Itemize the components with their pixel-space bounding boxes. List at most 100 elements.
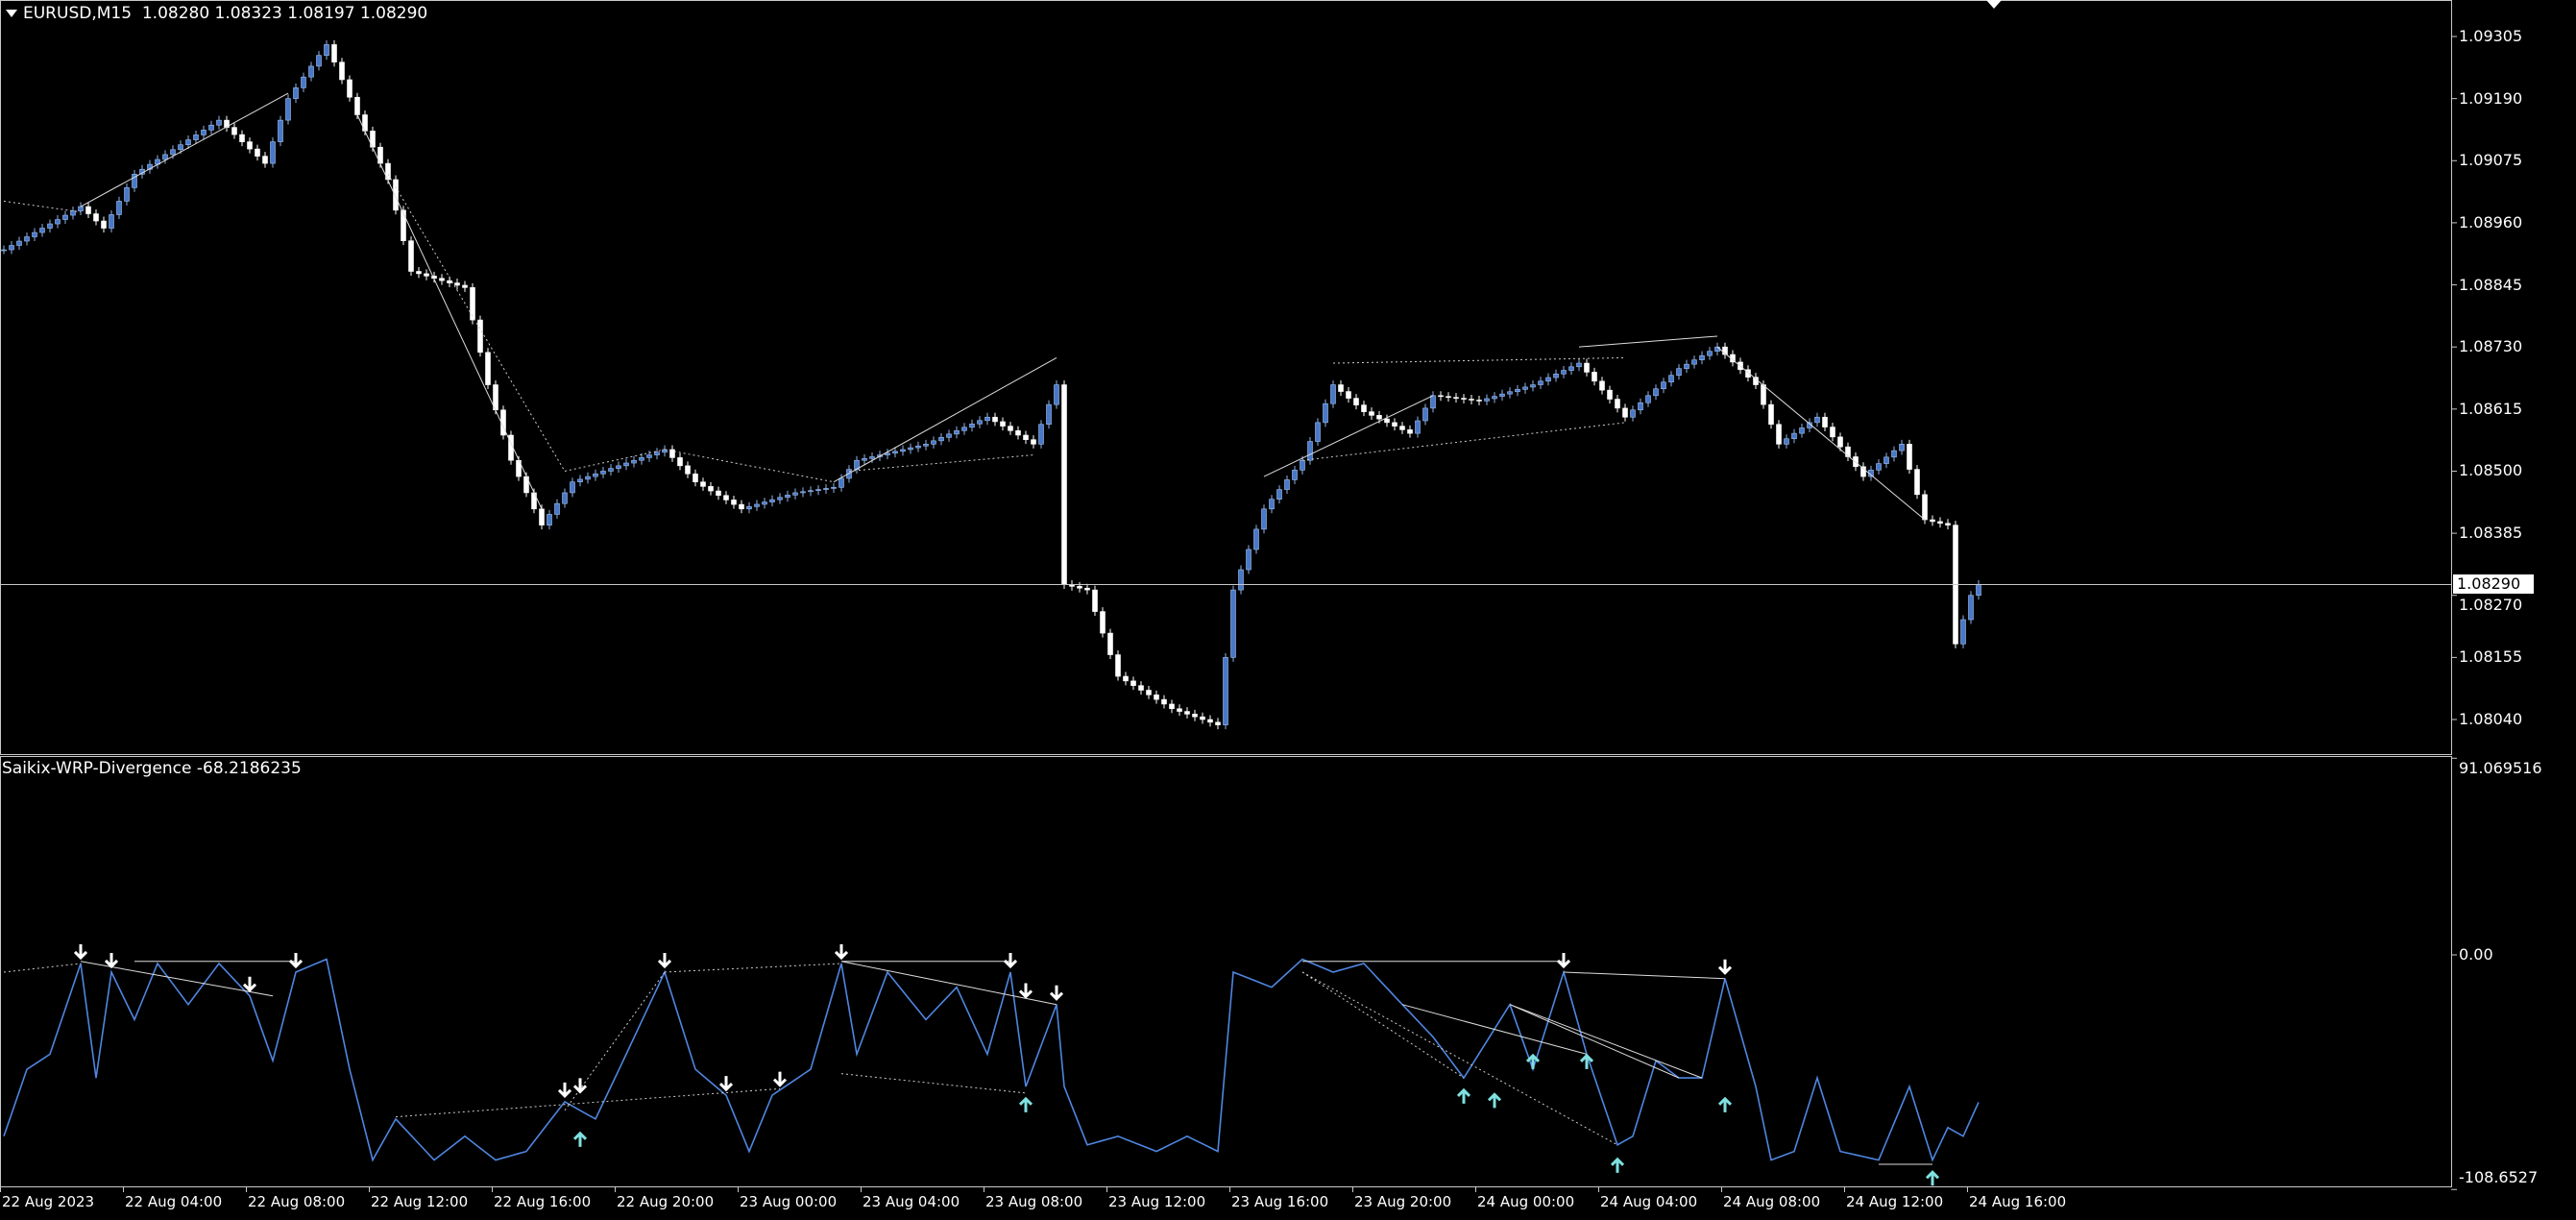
candle: [900, 449, 906, 452]
candle: [1230, 589, 1236, 658]
candle: [485, 352, 491, 385]
candle: [623, 462, 629, 467]
candle: [424, 273, 429, 277]
candle: [585, 476, 591, 480]
candle: [1922, 494, 1928, 521]
candle: [1561, 370, 1567, 375]
candle: [477, 319, 483, 354]
candle: [1768, 403, 1774, 426]
candle: [1415, 420, 1421, 434]
arrow-down-icon: [104, 952, 119, 969]
candle: [1276, 489, 1282, 500]
candle: [393, 179, 399, 211]
candle: [1568, 366, 1574, 371]
candle: [1422, 407, 1428, 422]
trend-line: [833, 356, 1057, 483]
candle: [1054, 384, 1059, 405]
candle: [646, 454, 652, 458]
indicator-line: [3, 958, 1980, 1162]
candle: [1330, 384, 1336, 404]
candle: [1407, 429, 1413, 434]
candle: [562, 492, 568, 504]
candle: [1223, 657, 1228, 725]
candle: [1438, 395, 1444, 398]
candle: [178, 144, 183, 151]
candle: [109, 214, 114, 229]
chart-shift-marker-icon[interactable]: [1986, 0, 2002, 9]
candle: [39, 228, 45, 233]
candle: [1369, 411, 1374, 416]
candle: [1530, 384, 1536, 388]
candle: [777, 497, 783, 500]
candle: [1584, 362, 1590, 373]
candle: [1507, 391, 1513, 395]
candle: [331, 44, 337, 62]
candle: [293, 87, 299, 99]
dotted-divergence-line: [3, 963, 82, 973]
indicator-chart: [3, 943, 1980, 1186]
candle: [470, 287, 475, 321]
price-axis-label: 1.08385: [2459, 524, 2523, 543]
candle: [1661, 381, 1666, 390]
candle: [792, 492, 798, 496]
chart-menu-triangle-icon[interactable]: [6, 10, 17, 17]
candle: [1023, 434, 1029, 440]
candle: [70, 210, 76, 216]
candle: [1630, 409, 1636, 418]
price-axis-label: 1.08730: [2459, 337, 2523, 356]
candle: [1361, 404, 1367, 412]
candle: [769, 499, 775, 502]
candle: [1653, 388, 1659, 397]
arrow-up-icon: [1456, 1087, 1471, 1104]
candle: [1346, 391, 1351, 399]
candle: [1461, 398, 1467, 400]
indicator-axis-label: 0.00: [2459, 945, 2493, 964]
candle: [823, 488, 829, 490]
candle: [1645, 395, 1651, 403]
dotted-trend-line: [3, 200, 82, 213]
candle: [1469, 399, 1474, 401]
time-axis-label: 24 Aug 12:00: [1846, 1193, 1944, 1210]
candle: [1907, 444, 1912, 470]
candle: [1814, 416, 1820, 424]
candle: [1000, 421, 1006, 427]
candle: [1453, 397, 1459, 399]
candle: [1522, 386, 1528, 390]
candle: [1845, 446, 1851, 457]
dotted-trend-line: [1301, 422, 1626, 461]
candle: [723, 495, 729, 500]
candle: [1038, 424, 1044, 445]
indicator-title: Saikix-WRP-Divergence -68.2186235: [2, 759, 302, 778]
dotted-trend-line: [1332, 356, 1626, 364]
dotted-divergence-line: [664, 963, 842, 973]
candle: [85, 206, 91, 214]
candle: [1284, 479, 1290, 490]
ohlc-values: 1.08280 1.08323 1.08197 1.08290: [141, 4, 428, 23]
candle: [838, 477, 844, 488]
candle: [1246, 549, 1252, 571]
candle: [185, 139, 191, 145]
arrow-down-icon: [1018, 983, 1033, 999]
candle: [32, 232, 37, 237]
candle: [16, 240, 22, 246]
time-axis-label: 24 Aug 04:00: [1600, 1193, 1698, 1210]
divergence-line: [1509, 1004, 1680, 1079]
candle: [885, 452, 890, 455]
candle: [1622, 407, 1628, 418]
time-axis-label: 22 Aug 08:00: [248, 1193, 346, 1210]
time-axis-label: 23 Aug 12:00: [1108, 1193, 1206, 1210]
dotted-trend-line: [387, 174, 566, 472]
candle: [1, 249, 7, 252]
candle: [1031, 439, 1036, 445]
candle: [1138, 685, 1144, 691]
candle: [984, 416, 990, 422]
candle: [616, 465, 621, 469]
candle: [1261, 508, 1267, 530]
candle: [992, 416, 998, 423]
candle: [731, 500, 737, 505]
candle: [1323, 403, 1328, 424]
candle: [969, 423, 975, 428]
candle: [1499, 393, 1505, 397]
candle: [1576, 362, 1582, 368]
